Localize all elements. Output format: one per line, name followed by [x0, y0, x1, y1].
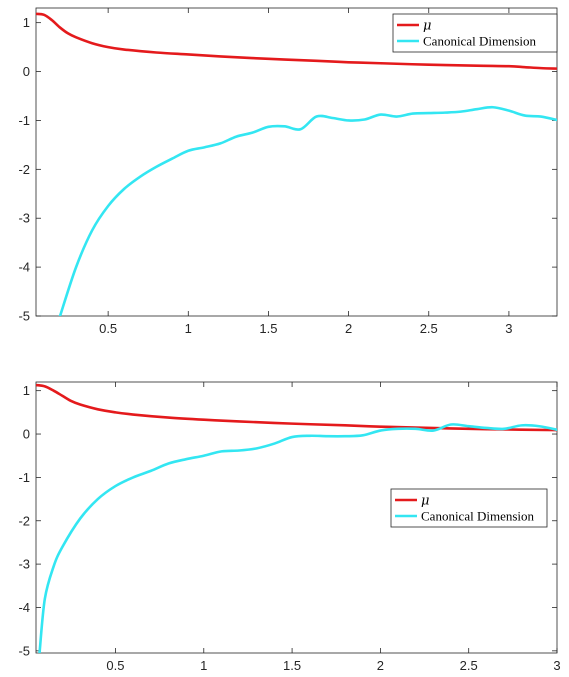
x-tick-label: 1.5 [259, 321, 277, 336]
y-tick-label: -2 [18, 162, 30, 177]
legend-label: Canonical Dimension [421, 509, 535, 524]
y-tick-label: 1 [23, 15, 30, 30]
y-tick-label: -3 [18, 211, 30, 226]
series-line-canonical-dimension [58, 105, 557, 316]
x-tick-label: 2.5 [460, 658, 478, 673]
x-tick-label: 2.5 [420, 321, 438, 336]
series-line-canonical-dimension [38, 423, 557, 653]
legend-box [390, 488, 548, 528]
y-tick-label: -2 [18, 513, 30, 528]
x-tick-label: 2 [377, 658, 384, 673]
y-tick-label: -3 [18, 557, 30, 572]
y-tick-label: -1 [18, 113, 30, 128]
x-tick-label: 0.5 [106, 658, 124, 673]
x-tick-label: 2 [345, 321, 352, 336]
x-tick-label: 0.5 [99, 321, 117, 336]
series-group [36, 383, 557, 653]
series-group [36, 12, 557, 316]
y-tick-label: -4 [18, 600, 30, 615]
y-tick-label: -5 [18, 309, 30, 324]
legend-box [392, 13, 558, 53]
legend-label: μ [423, 19, 431, 34]
y-tick-label: 0 [23, 64, 30, 79]
x-tick-label: 1.5 [283, 658, 301, 673]
y-tick-label: -1 [18, 470, 30, 485]
legend-label: μ [421, 494, 429, 509]
series-line-mu [36, 12, 557, 70]
plot-area-frame [35, 381, 558, 654]
x-tick-label: 3 [553, 658, 560, 673]
plot-area-frame [35, 7, 558, 317]
y-tick-label: 1 [23, 383, 30, 398]
x-tick-label: 1 [185, 321, 192, 336]
y-tick-label: 0 [23, 427, 30, 442]
y-tick-label: -4 [18, 260, 30, 275]
legend-label: Canonical Dimension [423, 34, 537, 49]
x-tick-label: 3 [505, 321, 512, 336]
y-tick-label: -5 [18, 643, 30, 658]
x-tick-label: 1 [200, 658, 207, 673]
